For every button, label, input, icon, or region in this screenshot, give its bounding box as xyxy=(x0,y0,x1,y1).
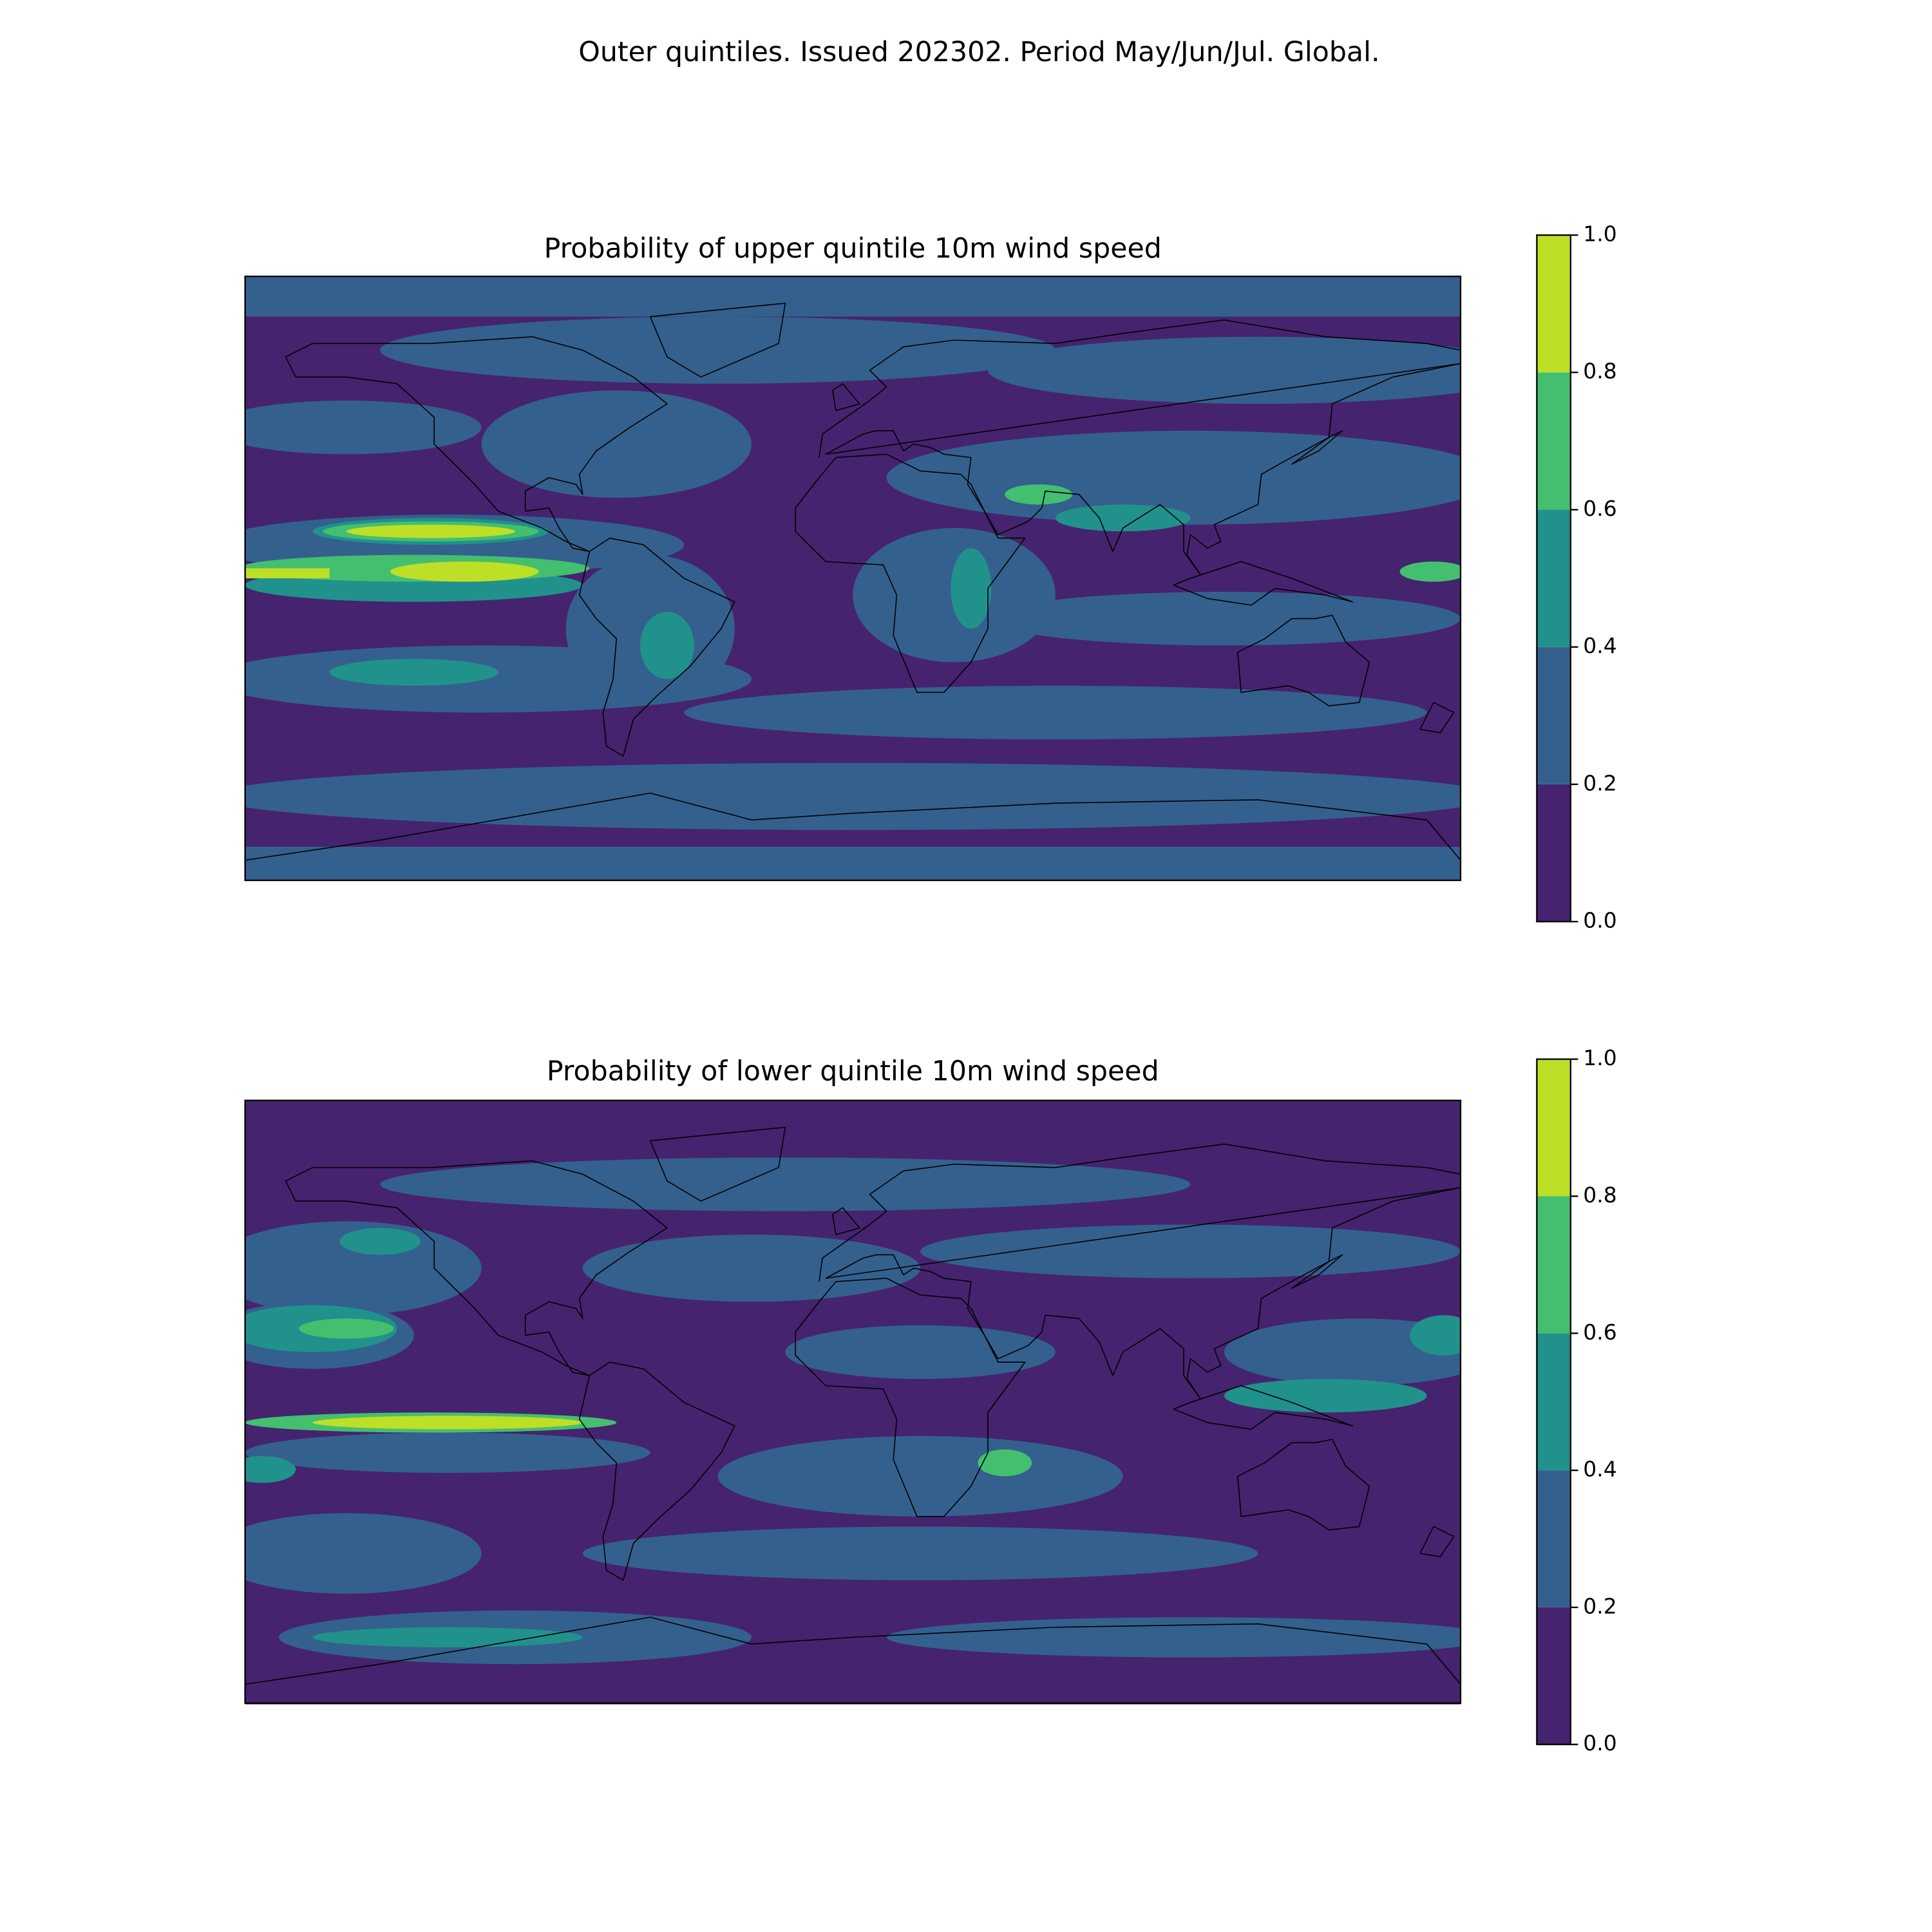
colorbar-level xyxy=(1537,784,1571,922)
colorbar-tick-label: 0.8 xyxy=(1583,1182,1616,1208)
colorbar-tick-label: 0.2 xyxy=(1583,770,1616,795)
map xyxy=(245,1100,1461,1705)
field xyxy=(312,1416,583,1430)
colorbar-level xyxy=(1537,235,1571,373)
map xyxy=(245,276,1461,880)
colorbar-tick-label: 1.0 xyxy=(1583,1045,1616,1070)
colorbar-tick-label: 0.4 xyxy=(1583,633,1616,658)
field xyxy=(245,1157,1461,1665)
colorbar-tick-label: 1.0 xyxy=(1583,222,1616,247)
colorbar-tick-label: 0.8 xyxy=(1583,359,1616,384)
colorbar-level xyxy=(1537,1607,1571,1745)
colorbar-tick-label: 0.6 xyxy=(1583,496,1616,521)
colorbar-level xyxy=(1537,1196,1571,1334)
colorbar-level xyxy=(1537,372,1571,510)
colorbar-level xyxy=(1537,1333,1571,1471)
colorbar-tick-label: 0.0 xyxy=(1583,908,1616,933)
colorbar-level xyxy=(1537,1059,1571,1197)
colorbar-level xyxy=(1537,647,1571,784)
colorbar-frame xyxy=(1536,234,1571,923)
colorbar-tick-label: 0.2 xyxy=(1583,1593,1616,1618)
colorbar-tick-label: 0.4 xyxy=(1583,1457,1616,1482)
colorbar-tick-label: 0.6 xyxy=(1583,1320,1616,1345)
colorbar-level xyxy=(1537,1470,1571,1607)
map-title: Probability of lower quintile 10m wind s… xyxy=(547,1056,1159,1088)
map-frame xyxy=(244,1099,1462,1704)
colorbar-level xyxy=(1537,509,1571,647)
field xyxy=(245,524,539,582)
colorbar-frame xyxy=(1536,1058,1571,1745)
map-frame xyxy=(244,275,1462,882)
colorbar-tick-label: 0.0 xyxy=(1583,1730,1616,1756)
map-title: Probability of upper quintile 10m wind s… xyxy=(544,232,1162,265)
figure-title: Outer quintiles. Issued 202302. Period M… xyxy=(578,36,1379,68)
